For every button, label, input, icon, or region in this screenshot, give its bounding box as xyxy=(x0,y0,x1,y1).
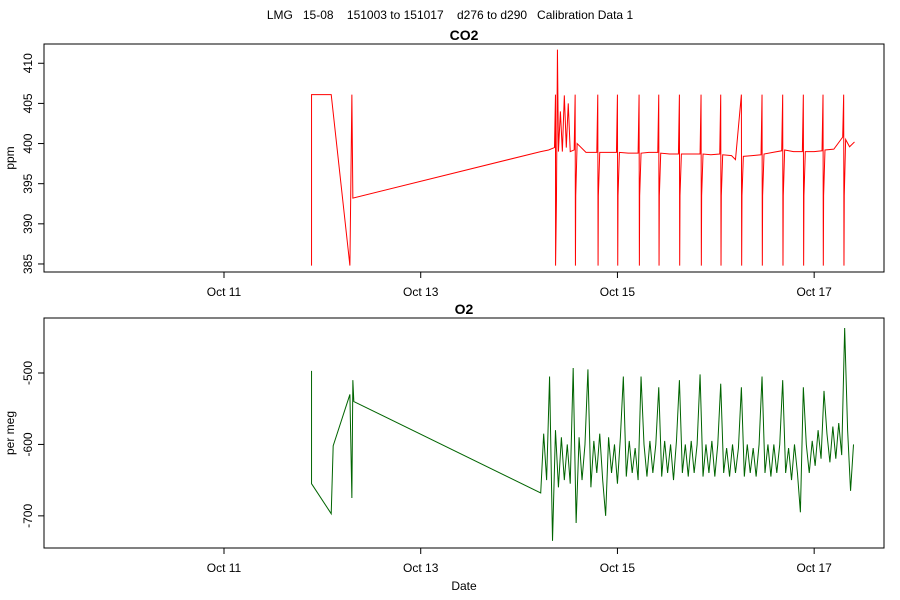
data-line xyxy=(311,49,855,266)
y-tick-label: -700 xyxy=(21,504,35,528)
y-tick-label: 410 xyxy=(21,53,35,73)
y-axis-label: per meg xyxy=(3,411,17,455)
x-axis-label: Date xyxy=(451,579,477,593)
x-tick-label: Oct 11 xyxy=(207,561,242,575)
x-tick-label: Oct 11 xyxy=(207,285,242,299)
plot-frame xyxy=(43,317,885,549)
x-tick-label: Oct 13 xyxy=(403,561,439,575)
x-tick-label: Oct 13 xyxy=(403,285,439,299)
y-axis-label: ppm xyxy=(3,146,17,169)
y-tick-label: 405 xyxy=(21,93,35,113)
x-tick-label: Oct 17 xyxy=(796,561,832,575)
y-tick-label: -500 xyxy=(21,361,35,385)
y-tick-label: 390 xyxy=(21,213,35,233)
y-tick-label: -600 xyxy=(21,432,35,456)
x-tick-label: Oct 17 xyxy=(796,285,832,299)
panel-title: O2 xyxy=(455,301,474,317)
page-title: LMG 15-08 151003 to 151017 d276 to d290 … xyxy=(267,8,634,22)
y-tick-label: 395 xyxy=(21,173,35,193)
plot-frame xyxy=(43,43,885,273)
y-tick-label: 400 xyxy=(21,133,35,153)
data-line xyxy=(311,327,855,541)
x-tick-label: Oct 15 xyxy=(600,561,636,575)
x-tick-label: Oct 15 xyxy=(600,285,636,299)
panel-title: CO2 xyxy=(450,27,479,43)
y-tick-label: 385 xyxy=(21,254,35,274)
